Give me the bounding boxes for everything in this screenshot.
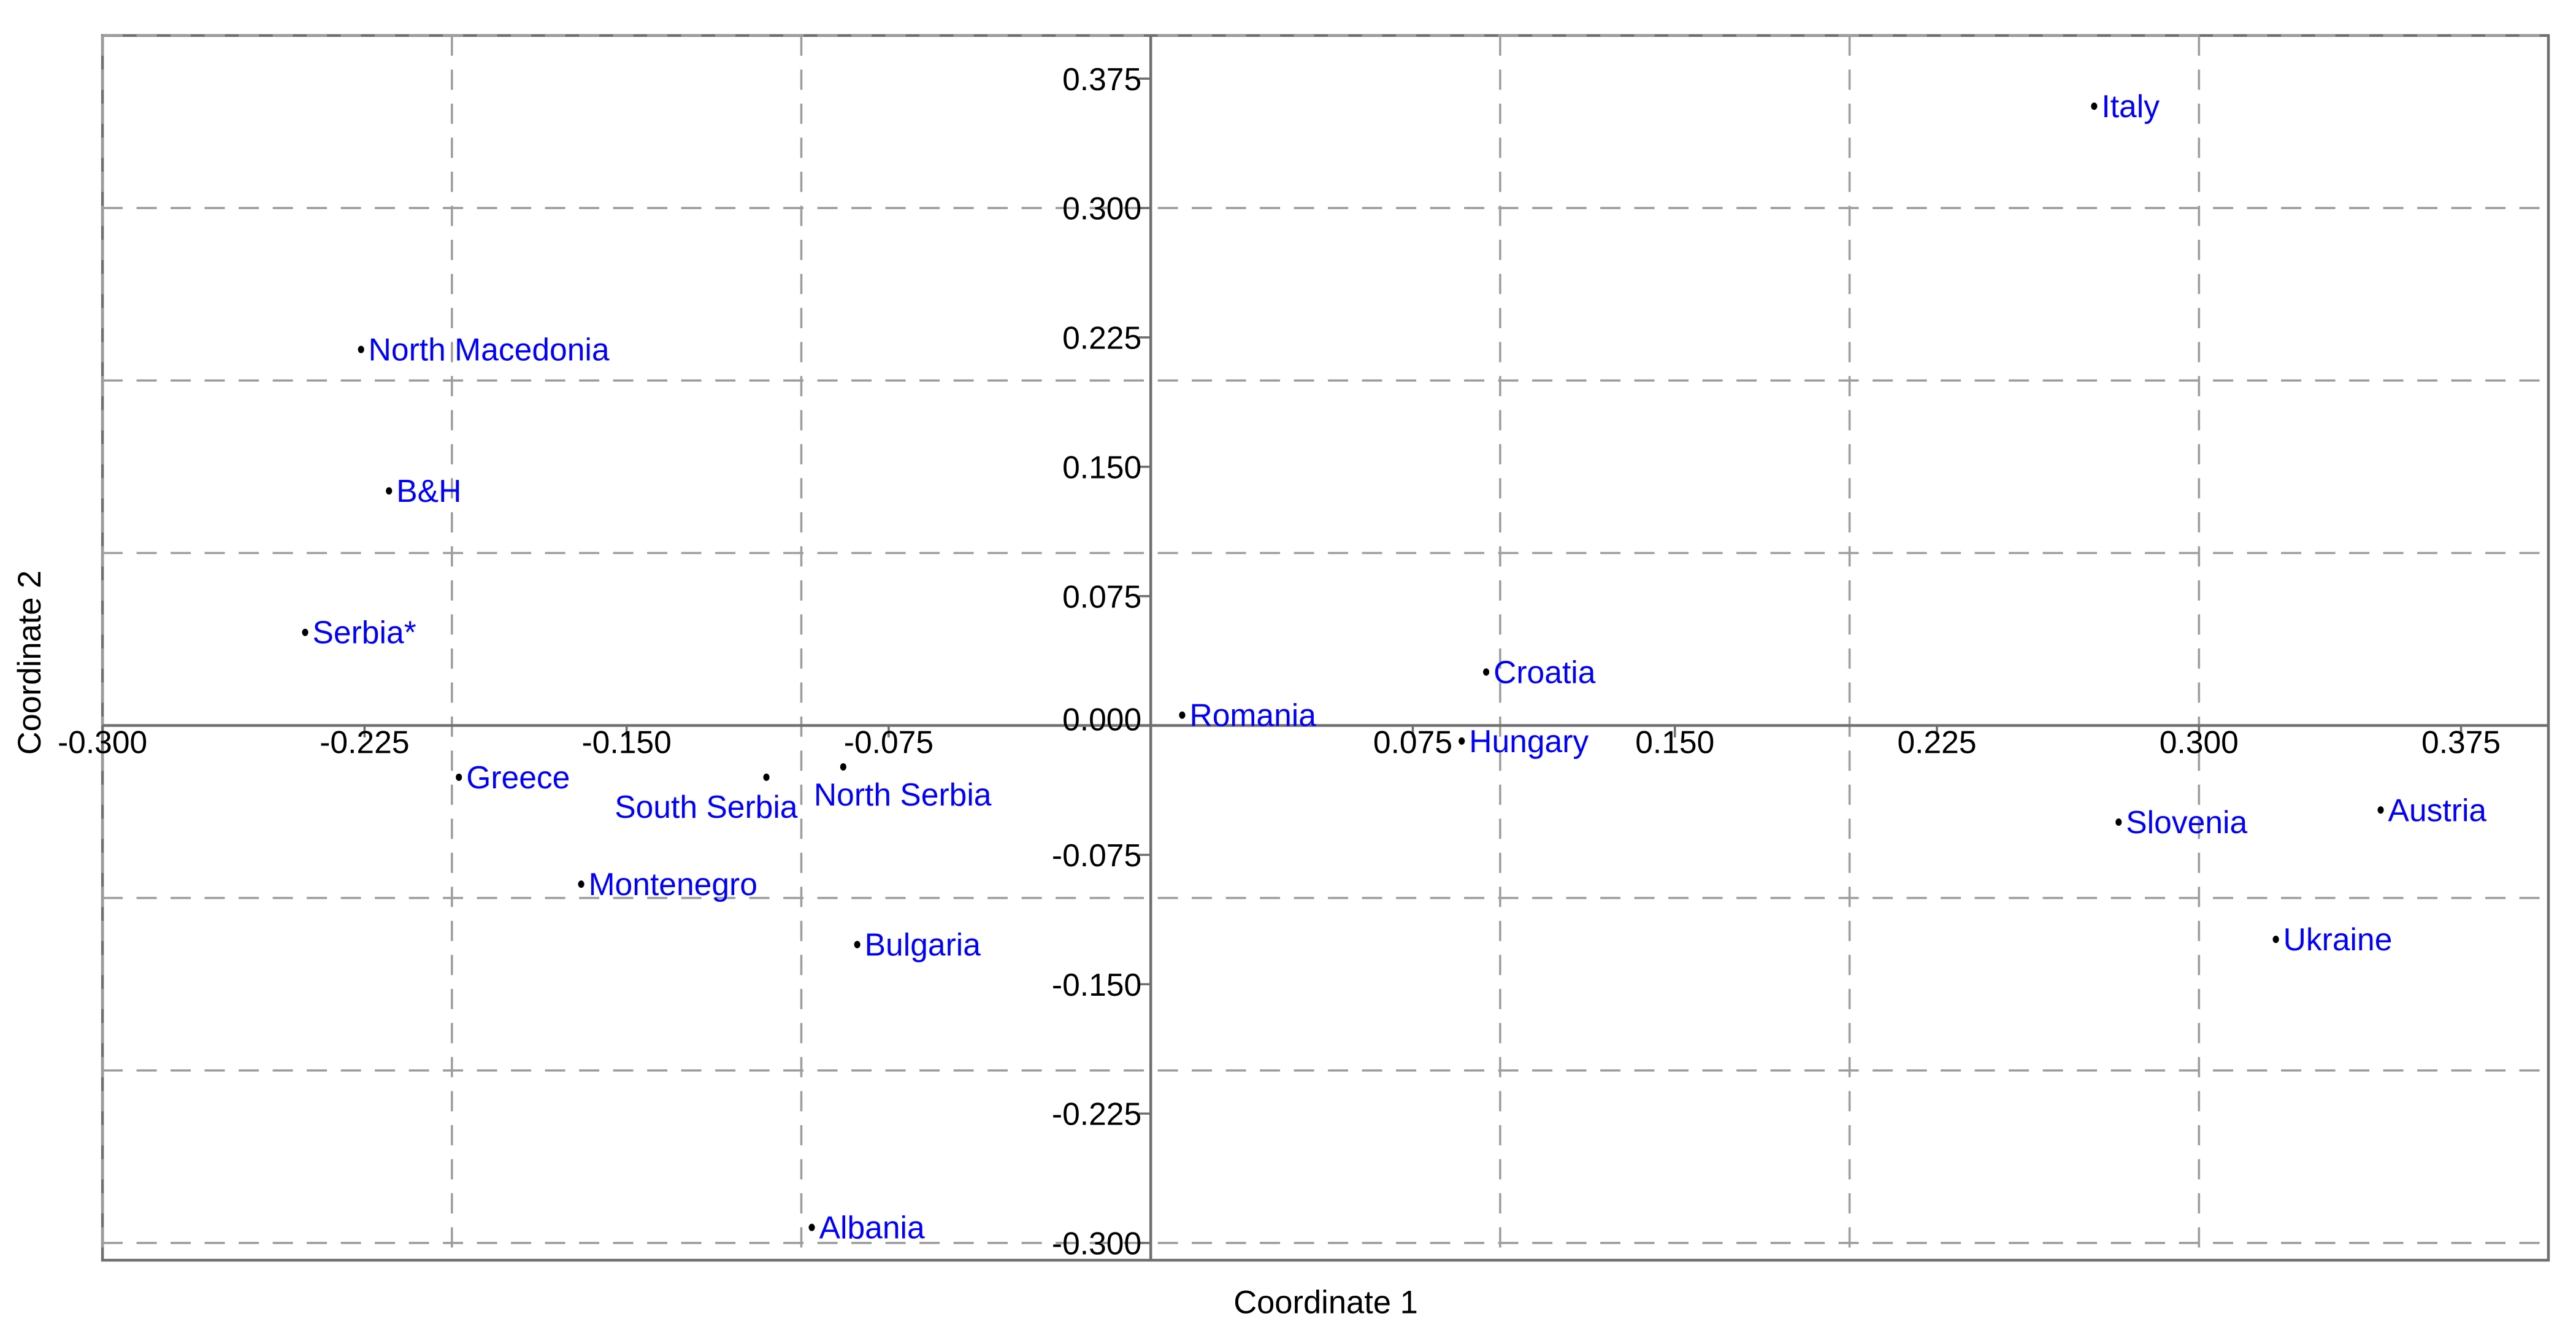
x-tick-label: -0.150 bbox=[582, 725, 672, 760]
data-point-dot bbox=[763, 773, 770, 781]
x-tick-label: 0.075 bbox=[1373, 725, 1452, 760]
plot-border bbox=[101, 34, 2550, 1262]
data-point-label: Albania bbox=[819, 1210, 925, 1245]
data-point-dot bbox=[386, 487, 393, 495]
x-tick-label: -0.300 bbox=[58, 725, 147, 760]
data-point-dot bbox=[1483, 668, 1490, 676]
data-point-dot bbox=[2091, 102, 2098, 110]
y-tick-label: 0.075 bbox=[1062, 579, 1141, 614]
y-tick-label: 0.300 bbox=[1062, 191, 1141, 226]
data-point-label: Montenegro bbox=[589, 866, 757, 902]
x-axis-title: Coordinate 1 bbox=[1233, 1285, 1418, 1321]
x-tick-label: -0.225 bbox=[320, 725, 409, 760]
data-point-label: Italy bbox=[2101, 88, 2160, 124]
data-point-dot bbox=[840, 763, 846, 771]
data-point-label: Slovenia bbox=[2126, 804, 2247, 840]
y-axis-title: Coordinate 2 bbox=[12, 571, 48, 755]
y-tick-label: 0.150 bbox=[1062, 449, 1141, 485]
data-point-dot bbox=[1179, 711, 1186, 719]
data-point-dot bbox=[302, 628, 309, 636]
data-point-dot bbox=[2272, 936, 2279, 944]
data-point-dot bbox=[358, 345, 364, 353]
data-point-label: Bulgaria bbox=[865, 927, 981, 963]
data-point-label: Serbia* bbox=[313, 615, 416, 650]
chart-layer: -0.300 -0.225 -0.150 -0.075 0.075 0.150 0.225 0… bbox=[58, 34, 2550, 1262]
data-point-dot bbox=[2377, 806, 2384, 814]
data-point-label: Croatia bbox=[1493, 654, 1596, 690]
y-tick-label: 0.000 bbox=[1062, 702, 1141, 737]
data-point-label: B&H bbox=[396, 473, 461, 509]
y-tick-label: 0.375 bbox=[1062, 61, 1141, 97]
y-tick-label: -0.225 bbox=[1052, 1096, 1141, 1132]
data-point-label: Hungary bbox=[1469, 723, 1589, 759]
data-point-dot bbox=[1459, 737, 1465, 745]
data-point-label: South Serbia bbox=[615, 789, 798, 825]
data-point-label: Austria bbox=[2388, 792, 2487, 828]
data-point-label: North Serbia bbox=[814, 777, 992, 812]
data-point-label: Greece bbox=[466, 760, 570, 795]
y-tick-label: 0.225 bbox=[1062, 320, 1141, 356]
x-tick-label: 0.375 bbox=[2421, 725, 2501, 760]
data-point-label: Romania bbox=[1189, 698, 1316, 733]
y-tick-label: -0.150 bbox=[1052, 967, 1141, 1002]
data-point-dot bbox=[456, 773, 462, 781]
x-tick-label: 0.150 bbox=[1635, 725, 1714, 760]
x-tick-label: 0.300 bbox=[2160, 725, 2239, 760]
x-tick-label: -0.075 bbox=[844, 725, 933, 760]
data-point-label: North Macedonia bbox=[369, 332, 610, 367]
data-point-dot bbox=[2115, 818, 2122, 826]
data-point-label: Ukraine bbox=[2283, 921, 2393, 957]
y-tick-label: -0.300 bbox=[1052, 1226, 1141, 1261]
data-point-dot bbox=[808, 1223, 815, 1231]
y-tick-label: -0.075 bbox=[1052, 837, 1141, 873]
data-point-dot bbox=[854, 941, 861, 948]
x-tick-label: 0.225 bbox=[1897, 725, 1976, 760]
data-point-dot bbox=[578, 880, 585, 888]
